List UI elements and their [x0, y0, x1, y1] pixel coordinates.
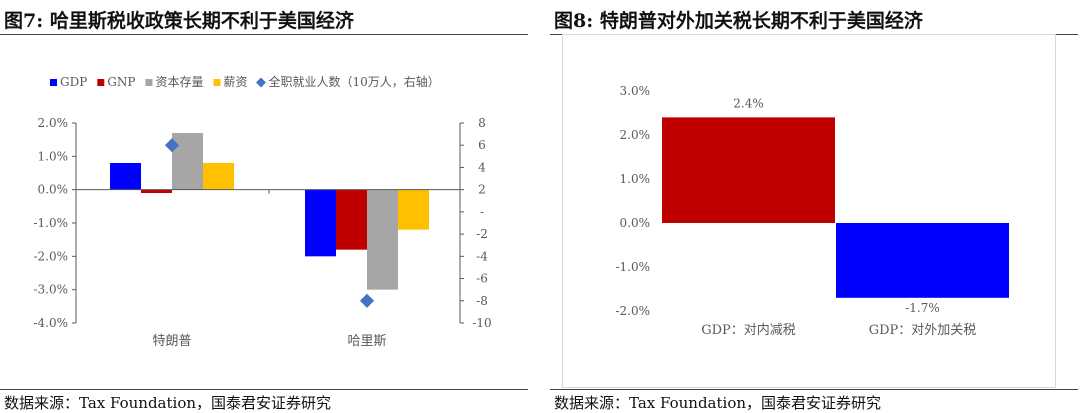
bar-1	[836, 223, 1009, 298]
right-y-tick-label: -	[480, 205, 484, 219]
left-y-tick-label: -3.0%	[33, 283, 68, 297]
figure-8-bottom-rule	[550, 389, 1078, 390]
x-category-label-1: GDP：对外加关税	[869, 323, 977, 338]
legend-label-1: GNP	[107, 75, 135, 89]
left-y-tick-label: 2.0%	[38, 116, 69, 130]
right-y-tick-label: -2	[476, 227, 488, 241]
figure-7-title: 图7: 哈里斯税收政策长期不利于美国经济	[4, 10, 354, 32]
figure-7-bottom-rule	[0, 389, 528, 390]
legend-swatch-diamond	[256, 77, 266, 88]
bar-1-1	[336, 189, 367, 250]
x-category-label-1: 哈里斯	[347, 334, 386, 349]
right-y-tick-label: 4	[478, 160, 486, 174]
left-y-tick-label: 0.0%	[38, 183, 69, 197]
legend-swatch-2	[145, 79, 153, 86]
y-tick-label: -2.0%	[615, 304, 650, 318]
y-tick-label: 3.0%	[620, 84, 651, 98]
x-category-label-0: GDP：对内减税	[701, 322, 796, 338]
figure-7-source: 数据来源：Tax Foundation，国泰君安证券研究	[4, 394, 332, 412]
y-tick-label: 2.0%	[620, 128, 651, 142]
right-y-tick-label: 6	[478, 138, 486, 152]
bar-0	[662, 117, 835, 223]
data-label-0: 2.4%	[733, 96, 764, 110]
x-category-label-0: 特朗普	[152, 334, 191, 349]
y-tick-label: 1.0%	[620, 172, 651, 186]
right-y-tick-label: -4	[476, 249, 488, 263]
y-tick-label: 0.0%	[620, 216, 651, 230]
bar-3-0	[203, 163, 234, 190]
right-y-tick-label: 8	[478, 116, 486, 130]
legend-label-2: 资本存量	[155, 75, 203, 89]
bar-0-0	[110, 163, 141, 190]
figure-8-panel: 图8: 特朗普对外加关税长期不利于美国经济 3.0% 2.0% 1.0% 0.0% -1…	[550, 0, 1080, 413]
figure-7-chart: GDP GNP 资本存量 薪资 全职就业人数（10万人，右轴） 2.0% 1.0% 0.0% -…	[33, 74, 491, 349]
bar-2-0	[172, 133, 203, 190]
employment-diamond-1	[359, 293, 375, 308]
left-y-tick-label: -4.0%	[33, 316, 68, 330]
data-label-1: -1.7%	[905, 301, 940, 315]
left-y-tick-label: 1.0%	[38, 149, 69, 163]
left-y-tick-label: -2.0%	[33, 249, 68, 263]
legend-label-3: 薪资	[223, 75, 247, 89]
bar-3-1	[398, 189, 429, 230]
figure-7-panel: 图7: 哈里斯税收政策长期不利于美国经济 GDP GNP 资本存量 薪资 全职就业人数（…	[0, 0, 530, 413]
bar-2-1	[367, 189, 398, 290]
figure-8-title: 图8: 特朗普对外加关税长期不利于美国经济	[554, 10, 923, 32]
right-y-tick-label: -6	[476, 272, 488, 286]
y-tick-label: -1.0%	[615, 260, 650, 274]
legend-swatch-1	[97, 79, 105, 86]
bar-1-0	[141, 189, 172, 193]
legend-label-employment: 全职就业人数（10万人，右轴）	[268, 74, 439, 89]
figure-7-top-rule	[0, 34, 528, 35]
legend-swatch-3	[213, 79, 221, 86]
right-y-tick-label: -8	[476, 294, 488, 308]
figure-8-chart-frame	[562, 34, 1056, 388]
right-y-tick-label: 2	[478, 183, 486, 197]
figure-8-chart: 3.0% 2.0% 1.0% 0.0% -1.0% -2.0% 2.4% GDP：对内减税 -1…	[615, 84, 1009, 338]
legend-swatch-0	[50, 79, 57, 86]
employment-diamond-0	[164, 138, 180, 153]
left-y-tick-label: -1.0%	[33, 216, 68, 230]
legend-label-0: GDP	[60, 75, 87, 89]
right-y-tick-label: -10	[472, 316, 491, 330]
figure-8-source: 数据来源：Tax Foundation，国泰君安证券研究	[554, 394, 882, 412]
bar-0-1	[305, 189, 336, 257]
